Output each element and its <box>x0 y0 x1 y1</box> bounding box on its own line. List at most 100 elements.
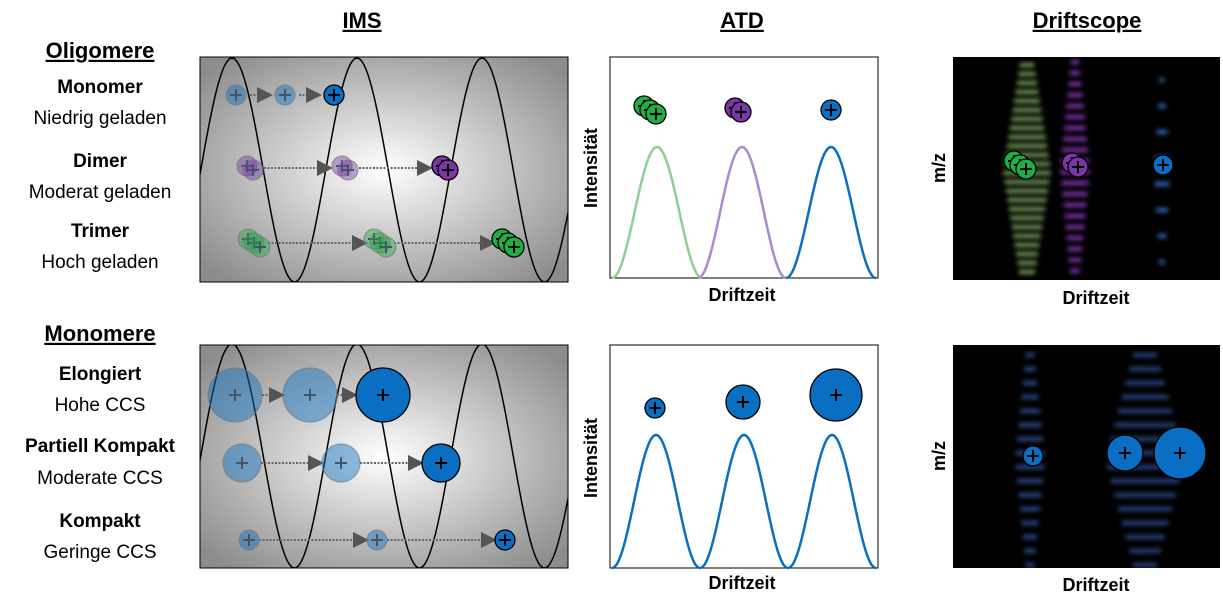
stripe <box>1010 216 1043 220</box>
row-detail: Hohe CCS <box>55 395 146 416</box>
stripe <box>1019 493 1042 497</box>
header: Driftscope <box>1033 8 1142 33</box>
stripe <box>1118 409 1172 413</box>
row-label: Kompakt <box>59 511 141 532</box>
stripe <box>1069 71 1080 75</box>
stripe <box>1010 126 1044 130</box>
stripe <box>1021 521 1038 525</box>
stripe <box>1017 261 1036 265</box>
row-label: Elongiert <box>59 364 142 385</box>
stripe <box>1023 381 1038 385</box>
figure: IMS ATD Driftscope Oligomere Monomere Mo… <box>0 0 1223 596</box>
stripe <box>1066 104 1084 108</box>
stripe <box>1067 236 1084 240</box>
stripe <box>1007 198 1046 202</box>
stripe <box>1019 423 1042 427</box>
atd-panel <box>610 57 878 278</box>
stripe <box>1023 535 1038 539</box>
section-title: Monomere <box>44 321 155 346</box>
stripe <box>1016 252 1038 256</box>
stripe <box>1013 234 1041 238</box>
stripe <box>1020 409 1040 413</box>
x-axis-label: Driftzeit <box>1063 288 1130 308</box>
stripe <box>1017 437 1043 441</box>
stripe <box>1018 72 1035 76</box>
stripe <box>1019 270 1035 274</box>
stripe <box>1024 367 1036 371</box>
y-axis-label: m/z <box>929 441 949 471</box>
stripe <box>1158 104 1166 108</box>
stripe <box>1158 234 1167 238</box>
stripe <box>1009 207 1045 211</box>
stripe <box>1064 126 1086 130</box>
row-detail: Moderat geladen <box>29 182 172 203</box>
stripe <box>1071 60 1080 64</box>
stripe <box>1012 225 1042 229</box>
stripe <box>1006 189 1048 193</box>
stripe <box>1024 549 1036 553</box>
stripe <box>1008 135 1045 139</box>
header: IMS <box>342 8 381 33</box>
stripe <box>1160 78 1165 82</box>
stripe <box>1064 214 1085 218</box>
stripe <box>1068 247 1083 251</box>
x-axis-label: Driftzeit <box>709 285 776 305</box>
y-axis-label: m/z <box>929 153 949 183</box>
row-detail: Hoch geladen <box>41 252 158 273</box>
stripe <box>1122 395 1168 399</box>
y-axis-label: Intensität <box>581 128 601 208</box>
stripe <box>1026 563 1035 567</box>
stripe <box>1015 243 1040 247</box>
y-axis-label: Intensität <box>581 418 601 498</box>
stripe <box>1066 225 1085 229</box>
stripe <box>1069 258 1082 262</box>
stripe <box>1159 260 1165 264</box>
stripe <box>1016 90 1039 94</box>
stripe <box>1062 192 1087 196</box>
row-detail: Geringe CCS <box>44 542 157 563</box>
stripe <box>1068 82 1081 86</box>
stripe <box>1133 353 1157 357</box>
stripe <box>1007 144 1047 148</box>
row-detail: Moderate CCS <box>37 468 163 489</box>
stripe <box>1021 395 1038 399</box>
stripe <box>1067 93 1082 97</box>
stripe <box>1063 203 1086 207</box>
row-label: Monomer <box>57 77 143 98</box>
stripe <box>1111 479 1180 483</box>
stripe <box>1126 381 1165 385</box>
stripe <box>1114 493 1175 497</box>
stripe <box>1155 182 1170 186</box>
stripe <box>1020 507 1040 511</box>
row-label: Dimer <box>73 151 127 172</box>
stripe <box>1070 269 1080 273</box>
stripe <box>1017 479 1043 483</box>
stripe <box>1157 130 1168 134</box>
stripe <box>1020 63 1034 67</box>
stripe <box>1013 108 1042 112</box>
stripe <box>1129 549 1160 553</box>
stripe <box>1133 563 1157 567</box>
stripe <box>1014 99 1040 103</box>
stripe <box>1126 535 1165 539</box>
stripe <box>1114 423 1175 427</box>
stripe <box>1129 367 1160 371</box>
section-title: Oligomere <box>46 38 155 63</box>
x-axis-label: Driftzeit <box>709 573 776 593</box>
stripe <box>1118 507 1172 511</box>
stripe <box>1026 353 1035 357</box>
stripe <box>1062 148 1088 152</box>
stripe <box>1063 137 1087 141</box>
stripe <box>1061 181 1088 185</box>
stripe <box>1005 180 1050 184</box>
stripe <box>1065 115 1085 119</box>
stripe <box>1017 81 1037 85</box>
row-label: Trimer <box>71 221 130 242</box>
stripe <box>1011 117 1042 121</box>
x-axis-label: Driftzeit <box>1063 575 1130 595</box>
stripe <box>1156 208 1168 212</box>
row-label: Partiell Kompakt <box>25 436 176 457</box>
stripe <box>1122 521 1168 525</box>
row-detail: Niedrig geladen <box>33 108 166 129</box>
header: ATD <box>720 8 764 33</box>
